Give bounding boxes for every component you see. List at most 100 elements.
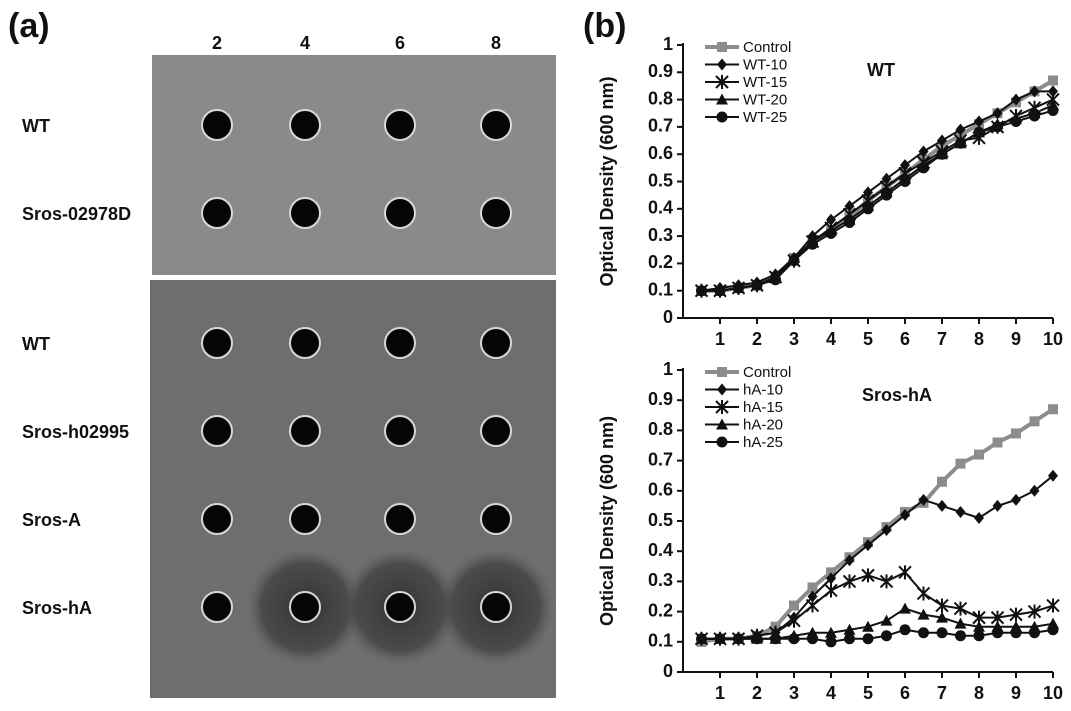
legend-marker	[715, 400, 729, 414]
marker	[1048, 404, 1058, 415]
legend-label: hA-15	[743, 399, 783, 416]
x-tick-label: 5	[863, 329, 873, 349]
column-label: 4	[300, 33, 310, 53]
x-tick-label: 8	[974, 329, 984, 349]
x-tick-label: 10	[1043, 329, 1063, 349]
marker	[844, 633, 855, 645]
y-tick-label: 0.9	[648, 389, 673, 409]
well	[384, 109, 416, 141]
marker	[936, 627, 948, 639]
legend-label: WT-10	[743, 56, 787, 73]
well	[384, 327, 416, 359]
x-tick-label: 9	[1011, 329, 1021, 349]
marker	[955, 505, 966, 518]
legend-marker	[717, 42, 727, 52]
marker	[881, 172, 892, 185]
column-label: 8	[491, 33, 501, 53]
well	[480, 503, 512, 535]
x-tick-label: 3	[789, 683, 799, 703]
marker	[1011, 93, 1021, 106]
plate-photo	[152, 55, 556, 275]
column-label: 2	[212, 33, 222, 53]
marker	[973, 630, 985, 642]
legend-label: hA-25	[743, 434, 783, 451]
marker	[862, 620, 874, 632]
well	[480, 197, 512, 229]
marker	[974, 115, 984, 128]
well	[384, 197, 416, 229]
marker	[1029, 627, 1040, 639]
marker	[733, 633, 744, 645]
well	[289, 327, 321, 359]
marker	[992, 437, 1003, 448]
marker	[824, 583, 838, 598]
marker	[992, 499, 1003, 512]
legend-label: hA-10	[743, 381, 783, 398]
marker	[1029, 85, 1040, 98]
marker	[992, 627, 1003, 639]
well	[289, 503, 321, 535]
x-tick-label: 9	[1011, 683, 1021, 703]
marker	[862, 633, 874, 645]
marker	[918, 493, 929, 506]
well	[480, 591, 512, 623]
y-tick-label: 1	[663, 34, 673, 54]
row-label: Sros-hA	[22, 598, 92, 618]
marker	[844, 554, 855, 567]
marker	[899, 624, 911, 636]
y-tick-label: 0.7	[648, 116, 673, 136]
marker	[899, 602, 911, 614]
legend-marker	[717, 383, 727, 396]
x-tick-label: 2	[752, 683, 762, 703]
marker	[898, 565, 912, 580]
panel-label: (a)	[8, 7, 50, 45]
marker	[844, 200, 855, 213]
well	[384, 503, 416, 535]
y-tick-label: 0.7	[648, 449, 673, 469]
marker	[937, 499, 947, 512]
marker	[1046, 598, 1060, 613]
marker	[807, 238, 818, 250]
marker	[992, 121, 1003, 133]
marker	[918, 162, 929, 174]
marker	[1048, 75, 1058, 86]
marker	[955, 630, 966, 642]
marker	[861, 568, 875, 583]
well	[289, 591, 321, 623]
marker	[937, 134, 947, 147]
x-tick-label: 6	[900, 683, 910, 703]
x-tick-label: 10	[1043, 683, 1063, 703]
marker	[788, 633, 800, 645]
y-tick-label: 0.5	[648, 510, 673, 530]
marker	[917, 608, 930, 620]
well	[480, 415, 512, 447]
legend-label: WT-25	[743, 109, 787, 126]
marker	[843, 623, 856, 635]
marker	[807, 633, 818, 645]
marker	[1029, 484, 1040, 497]
row-label: Sros-h02995	[22, 422, 129, 442]
y-tick-label: 0.4	[648, 198, 673, 218]
x-tick-label: 7	[937, 683, 947, 703]
y-tick-label: 0.4	[648, 540, 673, 560]
marker	[1029, 416, 1040, 427]
marker	[881, 189, 892, 201]
legend-marker	[716, 111, 728, 123]
marker	[863, 539, 873, 552]
marker	[805, 598, 820, 613]
marker	[825, 636, 837, 648]
legend-marker	[717, 58, 727, 71]
y-tick-label: 1	[663, 359, 673, 379]
marker	[954, 617, 967, 629]
x-tick-label: 8	[974, 683, 984, 703]
well	[201, 197, 233, 229]
row-label: WT	[22, 334, 50, 354]
well	[201, 415, 233, 447]
well	[201, 591, 233, 623]
marker	[807, 590, 818, 603]
marker	[826, 567, 836, 578]
marker	[826, 572, 836, 585]
marker	[935, 598, 949, 613]
y-tick-label: 0.8	[648, 419, 673, 439]
legend-label: WT-15	[743, 74, 787, 91]
